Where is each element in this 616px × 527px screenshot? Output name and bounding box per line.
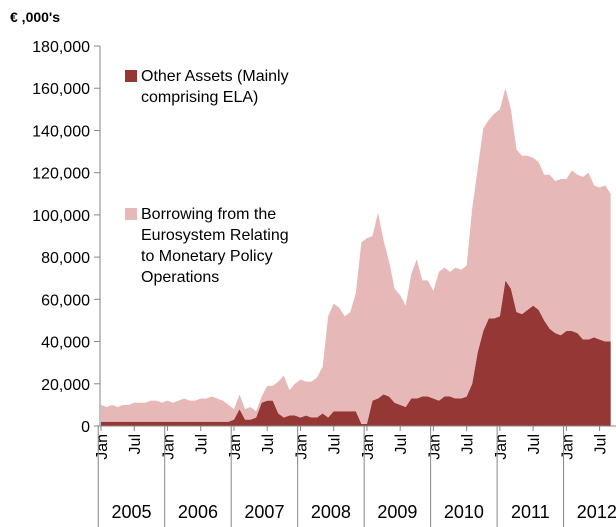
area (101, 280, 611, 426)
x-tick-label: Jul (526, 434, 543, 454)
x-tick-label: Jan (426, 434, 443, 460)
y-tick-label: 180,000 (32, 39, 90, 56)
x-tick-label: Jul (127, 434, 144, 454)
y-tick-label: 100,000 (32, 208, 90, 225)
y-tick-label: 40,000 (41, 335, 90, 352)
x-tick-label: Jul (260, 434, 277, 454)
x-group-label: 2005 (111, 502, 151, 522)
x-tick-label: Jan (227, 434, 244, 460)
y-tick-label: 80,000 (41, 250, 90, 267)
x-group-label: 2008 (311, 502, 351, 522)
y-tick-label: 0 (81, 419, 90, 436)
y-tick-label: 160,000 (32, 81, 90, 98)
y-tick-label: 140,000 (32, 123, 90, 140)
x-group-label: 2012 (577, 502, 616, 522)
x-tick-label: Jan (293, 434, 310, 460)
x-group-label: 2009 (377, 502, 417, 522)
legend-swatch (125, 70, 137, 82)
x-tick-label: Jul (593, 434, 610, 454)
x-group-label: 2006 (178, 502, 218, 522)
legend-swatch (125, 208, 137, 220)
y-axis-title: € ,000's (10, 9, 60, 25)
x-tick-label: Jul (393, 434, 410, 454)
x-tick-label: Jan (493, 434, 510, 460)
x-tick-label: Jan (160, 434, 177, 460)
legend-label: Other Assets (Mainly comprising ELA) (141, 68, 289, 106)
y-tick-label: 20,000 (41, 377, 90, 394)
x-tick-label: Jan (559, 434, 576, 460)
x-tick-label: Jan (360, 434, 377, 460)
y-tick-label: 60,000 (41, 292, 90, 309)
x-tick-label: Jul (194, 434, 211, 454)
legend-item: Borrowing from the Eurosystem Relating t… (125, 204, 305, 288)
x-group-label: 2010 (444, 502, 484, 522)
x-group-label: 2007 (244, 502, 284, 522)
x-tick-label: Jan (94, 434, 111, 460)
y-tick-label: 120,000 (32, 166, 90, 183)
x-tick-label: Jul (327, 434, 344, 454)
x-group-label: 2011 (511, 502, 550, 522)
x-tick-label: Jul (460, 434, 477, 454)
area (101, 88, 611, 424)
legend-label: Borrowing from the Eurosystem Relating t… (141, 206, 289, 286)
legend-item: Other Assets (Mainly comprising ELA) (125, 66, 325, 108)
